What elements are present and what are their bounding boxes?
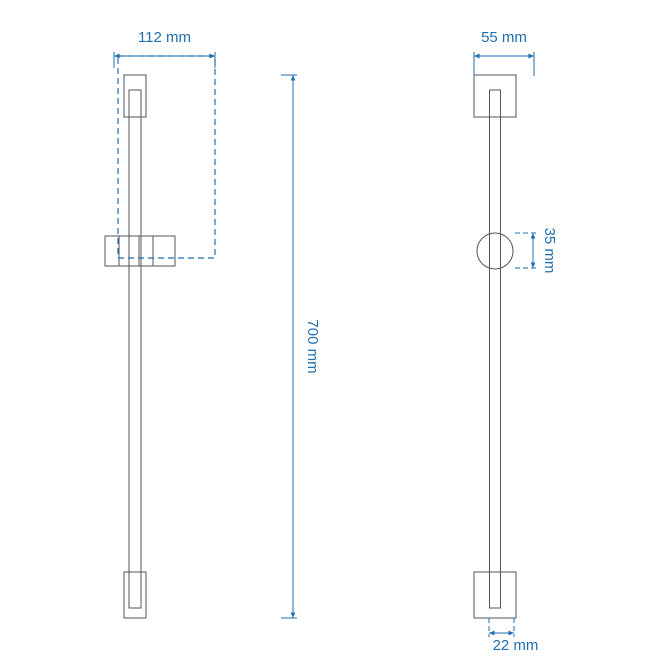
dim-700mm: 700 mm (304, 319, 321, 373)
front-bottom-cap (124, 572, 146, 618)
side-top-cap (474, 75, 516, 117)
front-bracket (105, 236, 175, 266)
dim-35mm: 35 mm (541, 228, 558, 274)
side-bar (490, 90, 501, 608)
front-bar (129, 90, 141, 608)
side-slider (477, 233, 513, 269)
dim-112mm: 112 mm (138, 29, 191, 46)
side-bottom-cap (474, 572, 516, 618)
dim-55mm: 55 mm (481, 29, 527, 46)
extent-dashed-box (118, 56, 215, 258)
dim-22mm: 22 mm (493, 637, 539, 654)
front-top-cap (124, 75, 146, 117)
